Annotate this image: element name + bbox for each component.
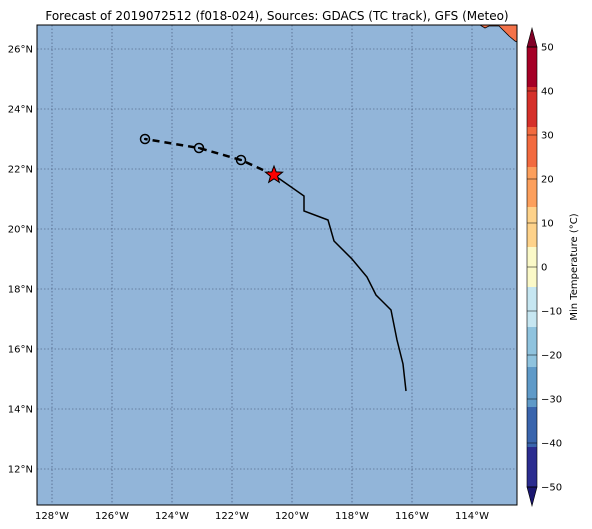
colorbar-segment: [527, 287, 537, 327]
colorbar-tick-label: −30: [541, 395, 562, 406]
colorbar-tick-label: 10: [541, 219, 554, 230]
colorbar-label: Min Temperature (°C): [569, 213, 580, 320]
map-plot-area: [36, 24, 518, 506]
colorbar-tick-label: 50: [541, 43, 554, 54]
latitude-label: 22°N: [8, 165, 33, 176]
latitude-label: 16°N: [8, 345, 33, 356]
colorbar-tick-label: 30: [541, 131, 554, 142]
longitude-label: 124°W: [155, 511, 189, 522]
latitude-label: 20°N: [8, 225, 33, 236]
colorbar-tick-label: −10: [541, 307, 562, 318]
colorbar-segment: [527, 407, 537, 447]
latitude-label: 14°N: [8, 405, 33, 416]
observed-track-line: [273, 174, 407, 392]
longitude-label: 114°W: [455, 511, 489, 522]
map-frame: [36, 24, 518, 506]
colorbar-tick-label: −20: [541, 351, 562, 362]
forecast-track-line: [144, 137, 275, 177]
colorbar-tick-label: 40: [541, 87, 554, 98]
colorbar-segment: [527, 327, 537, 367]
forecast-point-dot: [239, 158, 243, 162]
latitude-label: 18°N: [8, 285, 33, 296]
forecast-point-dot: [143, 137, 147, 141]
graticule: [37, 25, 517, 505]
latitude-label: 12°N: [8, 465, 33, 476]
colorbar-under-arrow: [526, 486, 538, 508]
longitude-label: 116°W: [395, 511, 429, 522]
colorbar-tick-label: −40: [541, 439, 562, 450]
colorbar-tick-label: 0: [541, 263, 547, 274]
forecast-point-ring: [139, 133, 151, 145]
longitude-label: 128°W: [35, 511, 69, 522]
latitude-tick-labels: 12°N 14°N 16°N 18°N 20°N 22°N 24°N 26°N: [8, 45, 33, 476]
colorbar-tick-label: 20: [541, 175, 554, 186]
forecast-points: [139, 133, 247, 166]
colorbar-segment: [527, 447, 537, 487]
colorbar-tick-label: −50: [541, 483, 562, 494]
colorbar-segment: [527, 167, 537, 207]
colorbar-segment: [527, 127, 537, 167]
longitude-tick-labels: 128°W 126°W 124°W 122°W 120°W 118°W 116°W 114°W: [35, 511, 489, 522]
longitude-label: 126°W: [95, 511, 129, 522]
latitude-label: 24°N: [8, 105, 33, 116]
forecast-point-ring: [193, 142, 205, 154]
map-title: Forecast of 2019072512 (f018-024), Sourc…: [45, 9, 508, 23]
longitude-label: 122°W: [215, 511, 249, 522]
current-position-star-icon: [264, 164, 284, 184]
forecast-point-dot: [197, 146, 201, 150]
latitude-label: 26°N: [8, 45, 33, 56]
colorbar-segment: [527, 207, 537, 247]
colorbar-segment: [527, 367, 537, 407]
colorbar-segment: [527, 87, 537, 127]
land-mass: [478, 24, 518, 43]
forecast-point-ring: [235, 154, 247, 166]
colorbar-segment: [527, 47, 537, 87]
colorbar-over-arrow: [526, 26, 538, 48]
colorbar: −50 −40 −30 −20 −10 0 10 20 30 40 50: [526, 26, 562, 508]
ocean-background: [37, 25, 517, 505]
longitude-label: 120°W: [275, 511, 309, 522]
longitude-label: 118°W: [335, 511, 369, 522]
